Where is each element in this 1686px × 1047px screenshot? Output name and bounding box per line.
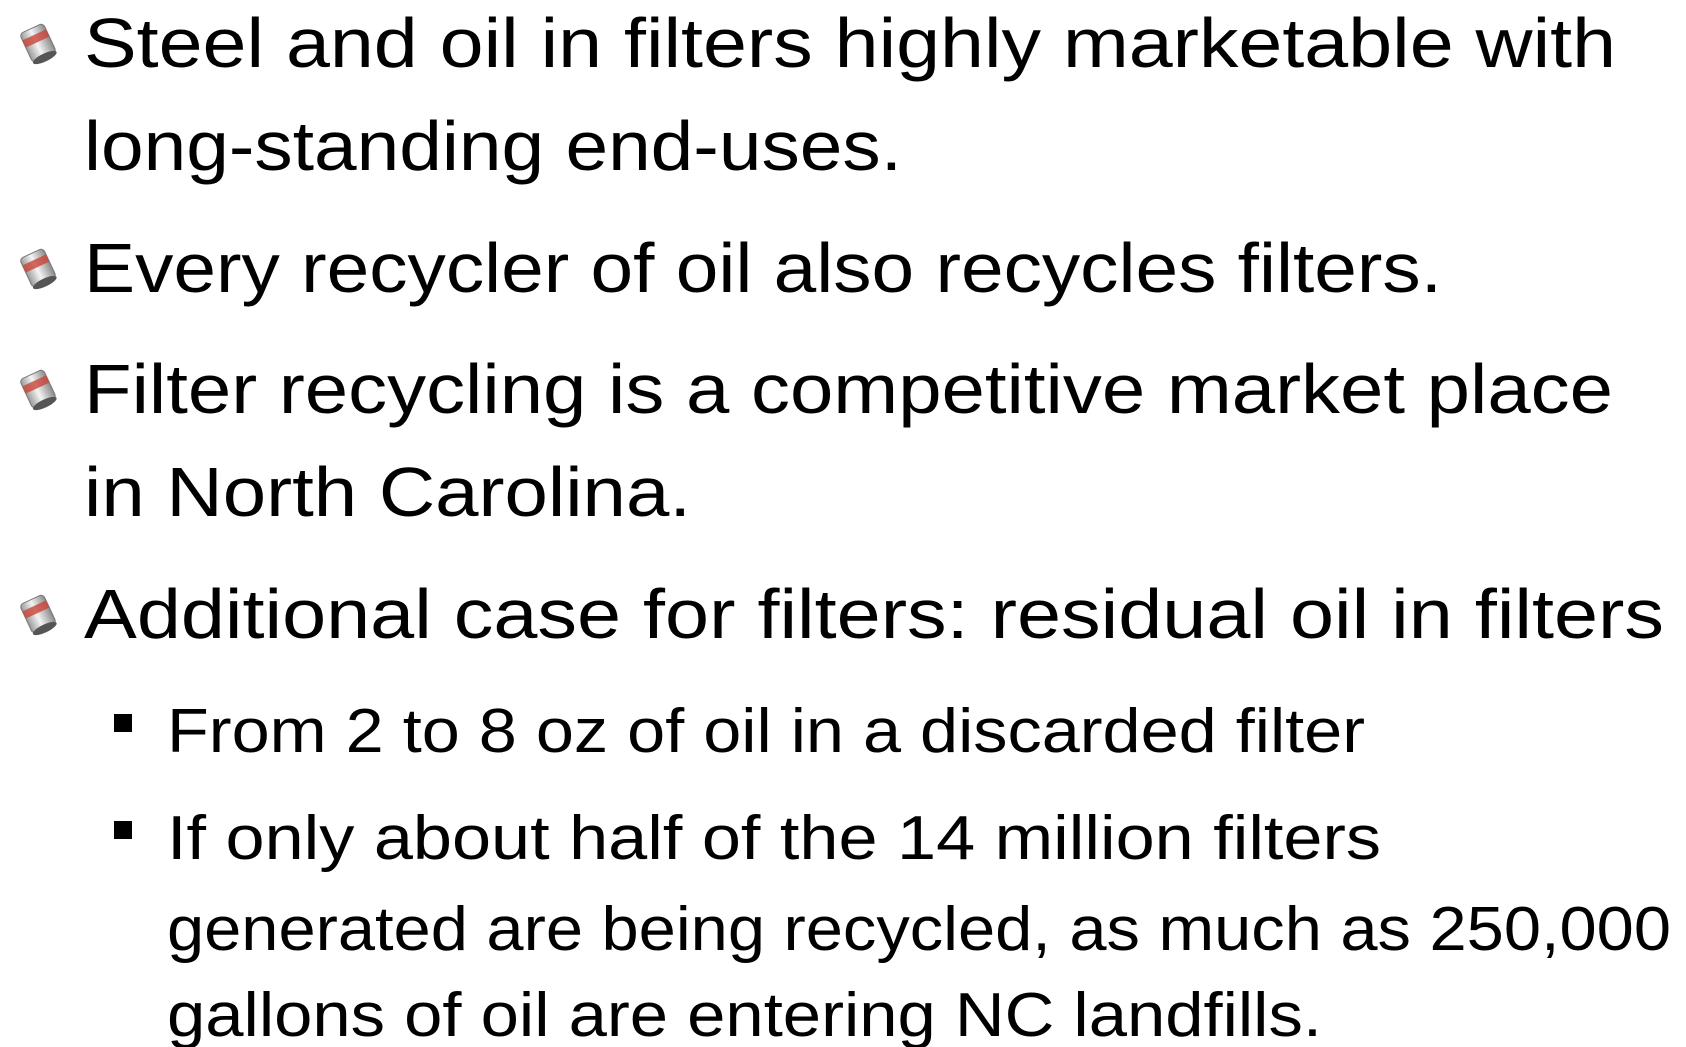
sub-bullet-marker — [114, 714, 132, 732]
sub-bullet-text: generated are being recycled, as much as… — [167, 895, 1671, 964]
icon-base — [32, 396, 57, 411]
icon-band — [22, 254, 50, 273]
bullet-icon — [20, 369, 57, 411]
icon-base — [32, 621, 57, 636]
icon-band — [22, 600, 50, 619]
icon-band — [22, 29, 50, 48]
bullet-text: Every recycler of oil also recycles filt… — [84, 229, 1442, 307]
sub-bullet-text: If only about half of the 14 million fil… — [167, 804, 1381, 873]
bullet-text: Filter recycling is a competitive market… — [84, 350, 1613, 428]
icon-base — [32, 50, 57, 65]
bullet-text: Steel and oil in filters highly marketab… — [84, 4, 1616, 82]
icon-band — [22, 375, 50, 394]
bullet-text: Additional case for filters: residual oi… — [84, 575, 1664, 653]
sub-bullet-marker — [114, 821, 132, 839]
sub-bullet-text: gallons of oil are entering NC landfills… — [167, 981, 1322, 1047]
bullet-icon — [20, 23, 57, 65]
sub-bullet-text: From 2 to 8 oz of oil in a discarded fil… — [167, 697, 1365, 766]
bullet-icon — [20, 248, 57, 290]
bullet-icon — [20, 594, 57, 636]
bullet-text: in North Carolina. — [84, 453, 691, 531]
icon-base — [32, 275, 57, 290]
bullet-text: long-standing end-uses. — [84, 107, 902, 185]
